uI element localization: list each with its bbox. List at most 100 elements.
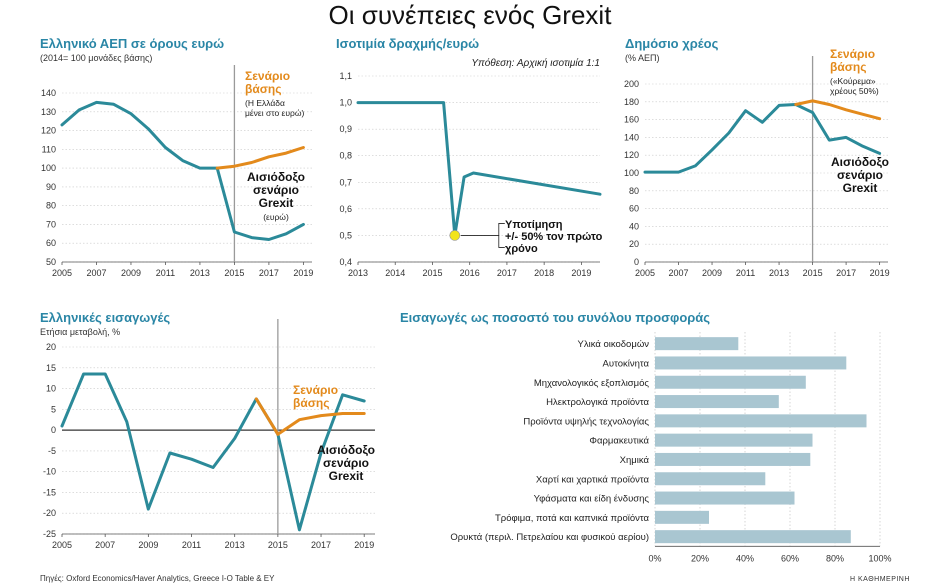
annotation-text: χρόνο — [505, 243, 538, 255]
y-tick-label: 120 — [624, 150, 639, 160]
y-tick-label: 1,1 — [339, 71, 352, 81]
chart-subtitle: (2014= 100 μονάδες βάσης) — [40, 53, 152, 63]
category-label: Ορυκτά (περιλ. Πετρελαίου και φυσικού αε… — [450, 532, 649, 543]
annotation-text: Αισιόδοξο — [247, 170, 305, 184]
annotation-text: βάσης — [245, 82, 281, 96]
y-tick-label: 100 — [41, 163, 56, 173]
y-tick-label: 10 — [46, 384, 56, 394]
x-tick-label: 20% — [691, 553, 709, 563]
chart-title: Δημόσιο χρέος — [625, 36, 719, 51]
x-tick-label: 2011 — [182, 540, 201, 550]
y-tick-label: -5 — [48, 446, 56, 456]
category-label: Αυτοκίνητα — [603, 358, 650, 369]
category-label: Υφάσματα και είδη ένδυσης — [534, 494, 650, 505]
y-tick-label: 100 — [624, 168, 639, 178]
category-label: Χαρτί και χαρτικά προϊόντα — [536, 474, 650, 485]
y-tick-label: 0,6 — [339, 204, 352, 214]
x-tick-label: 2015 — [803, 268, 823, 278]
y-tick-label: 40 — [629, 221, 639, 231]
category-label: Ηλεκτρολογικά προϊόντα — [546, 397, 649, 408]
x-tick-label: 60% — [781, 553, 799, 563]
chart-title: Ελληνικές εισαγωγές — [40, 310, 170, 325]
annotation-text: σενάριο — [253, 183, 299, 197]
annotation-subtext: χρέους 50%) — [830, 86, 879, 96]
chart-title: Ελληνικό ΑΕΠ σε όρους ευρώ — [40, 36, 224, 51]
chart-subtitle: (% ΑΕΠ) — [625, 53, 660, 63]
bar — [655, 452, 811, 466]
bar — [655, 433, 813, 447]
publisher-logo: Η ΚΑΘΗΜΕΡΙΝΗ — [850, 576, 910, 583]
y-tick-label: 140 — [41, 88, 56, 98]
y-tick-label: 110 — [42, 144, 56, 154]
x-tick-label: 2019 — [354, 540, 374, 550]
y-tick-label: 0,8 — [339, 151, 352, 161]
annotation-text: σενάριο — [837, 168, 883, 182]
x-tick-label: 40% — [736, 553, 754, 563]
annotation-leader — [460, 223, 505, 236]
annotation-text: +/- 50% τον πρώτο — [505, 231, 603, 243]
annotation-text: Σενάριο — [830, 47, 875, 61]
chart-imports-group: Ελληνικές εισαγωγές Ετήσια μεταβολή, % -25… — [40, 310, 375, 550]
y-tick-label: 0,4 — [339, 257, 352, 267]
x-tick-label: 2019 — [571, 268, 591, 278]
y-tick-label: 130 — [41, 107, 56, 117]
x-tick-label: 2019 — [293, 268, 313, 278]
x-tick-label: 80% — [826, 553, 844, 563]
bar — [655, 395, 779, 409]
chart-debt-group: Δημόσιο χρέος (% ΑΕΠ) 0 20 40 60 80 100 120 140 16… — [624, 36, 890, 278]
annotation-text: Αισιόδοξο — [317, 443, 375, 457]
x-tick-label: 2013 — [348, 268, 368, 278]
annotation-leader — [498, 235, 505, 248]
x-tick-label: 2017 — [497, 268, 517, 278]
chart-title: Εισαγωγές ως ποσοστό του συνόλου προσφορ… — [400, 310, 710, 325]
x-tick-label: 2014 — [385, 268, 405, 278]
annotation-text: βάσης — [830, 60, 866, 74]
x-tick-label: 2017 — [311, 540, 331, 550]
x-tick-label: 2011 — [736, 268, 755, 278]
x-tick-label: 2009 — [702, 268, 722, 278]
y-tick-label: 180 — [624, 97, 639, 107]
x-tick-label: 2009 — [138, 540, 158, 550]
annotation-subtext: μένει στο ευρώ) — [245, 108, 304, 118]
x-tick-label: 2016 — [460, 268, 480, 278]
y-tick-label: 160 — [624, 115, 639, 125]
category-label: Χημικά — [620, 455, 650, 466]
bar — [655, 530, 851, 544]
x-tick-label: 2017 — [259, 268, 279, 278]
page-title: Οι συνέπειες ενός Grexit — [328, 0, 612, 30]
y-tick-label: 20 — [46, 342, 56, 352]
chart-shares-group: Εισαγωγές ως ποσοστό του συνόλου προσφορ… — [400, 310, 892, 563]
series-line-base — [356, 101, 602, 237]
category-label: Τρόφιμα, ποτά και καπνικά προϊόντα — [495, 513, 650, 524]
chart-fx-group: Ισοτιμία δραχμής/ευρώ Υπόθεση: Αρχική ισο… — [336, 36, 603, 278]
y-tick-label: -20 — [43, 508, 56, 518]
series-line-base — [643, 103, 882, 174]
x-tick-label: 2013 — [190, 268, 210, 278]
series-line-alt — [215, 146, 305, 170]
category-label: Υλικά οικοδομών — [578, 339, 650, 350]
y-tick-label: 80 — [46, 201, 56, 211]
x-tick-label: 2013 — [225, 540, 245, 550]
y-tick-label: 0 — [51, 425, 56, 435]
y-tick-label: 15 — [46, 363, 56, 373]
y-tick-label: 120 — [41, 126, 56, 136]
series-line-base — [60, 372, 366, 532]
y-tick-label: -10 — [43, 467, 56, 477]
y-tick-label: 0,5 — [339, 230, 352, 240]
x-tick-label: 2005 — [52, 540, 72, 550]
chart-subtitle: Ετήσια μεταβολή, % — [40, 327, 120, 337]
y-tick-label: 20 — [629, 239, 639, 249]
y-tick-label: -25 — [43, 529, 56, 539]
annotation-subtext: (ευρώ) — [263, 212, 289, 222]
source-note: Πηγές: Oxford Economics/Haver Analytics,… — [40, 574, 275, 583]
annotation-text: βάσης — [293, 396, 329, 410]
category-label: Φαρμακευτικά — [589, 436, 649, 447]
y-tick-label: 60 — [629, 204, 639, 214]
x-tick-label: 2019 — [870, 268, 890, 278]
y-tick-label: 0,9 — [339, 124, 352, 134]
bar — [655, 414, 867, 428]
x-tick-label: 2015 — [268, 540, 288, 550]
y-tick-label: -15 — [43, 487, 56, 497]
x-tick-label: 2018 — [534, 268, 554, 278]
